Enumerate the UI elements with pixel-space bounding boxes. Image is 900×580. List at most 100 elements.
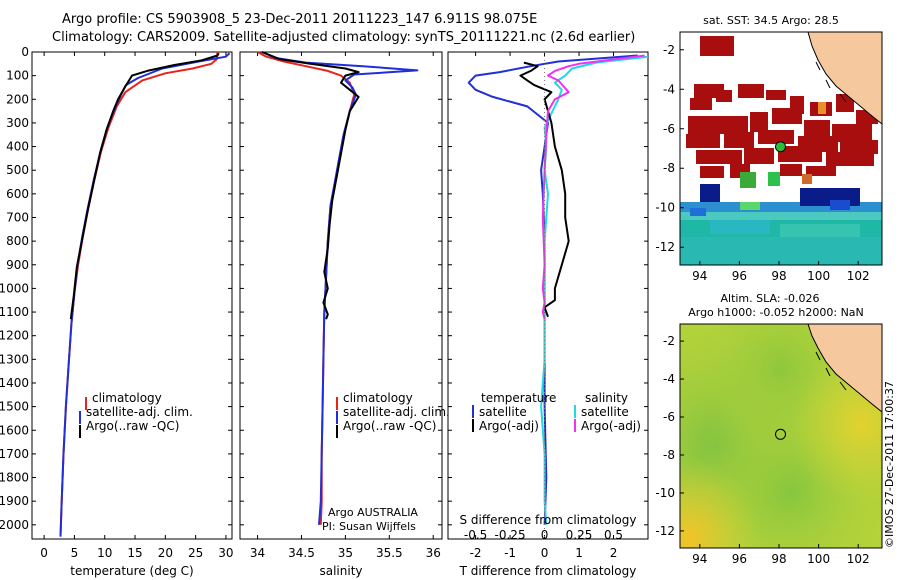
sst-cell [680, 202, 882, 212]
x-tick-label: 0 [541, 546, 549, 560]
sst-cell [690, 208, 706, 216]
legend-salinity-title: salinity [585, 391, 628, 405]
depth-tick-label: 700 [6, 210, 29, 224]
depth-axis: 0 100 200 300 400 500 600 700 800 900 1000 1100 1200… [0, 45, 232, 532]
series-line-argo-raw-qc- [69, 52, 220, 320]
legend-argo-label: Argo(..raw -QC) [343, 419, 436, 433]
depth-tick-label: 100 [6, 69, 29, 83]
temperature-x-axis: 0 5 10 15 20 25 30 [40, 52, 234, 560]
sla-map-title: Altim. SLA: -0.026 [720, 292, 819, 305]
lat-tick-label: -10 [655, 486, 675, 500]
sst-map-axes: 94 96 98 100 102 -2 -4 -6 -8 -10 -12 [655, 43, 869, 283]
sst-hot-cell [688, 116, 748, 134]
depth-tick-label: 1600 [0, 423, 29, 437]
salinity-legend: climatology satellite-adj. clim. Argo(..… [336, 391, 450, 438]
sst-cell [740, 202, 760, 210]
depth-tick-label: 900 [6, 258, 29, 272]
difference-series [467, 52, 649, 539]
s-tick-label: -0.5 [464, 528, 487, 542]
s-difference-label: S difference from climatology [460, 513, 637, 527]
sst-hot-cell [780, 164, 802, 176]
sst-hot-cell [700, 166, 724, 178]
difference-depth-ticks [448, 51, 648, 526]
sst-hot-cell [716, 90, 732, 102]
sst-cell [710, 220, 770, 234]
legend-satellite-label: satellite-adj. clim. [86, 405, 193, 419]
sst-grid-cells [680, 36, 882, 265]
s-tick-label: -0.25 [495, 528, 526, 542]
sst-cell [740, 172, 756, 188]
sst-hot-cell [696, 150, 742, 164]
depth-tick-label: 1700 [0, 447, 29, 461]
legend-climatology-label: climatology [92, 391, 162, 405]
sst-map-title: sat. SST: 34.5 Argo: 28.5 [703, 14, 839, 27]
x-tick-label: 25 [188, 546, 203, 560]
coastline-islands [815, 351, 847, 391]
sst-hot-cell [738, 84, 764, 98]
depth-tick-label: 500 [6, 163, 29, 177]
lat-tick-label: -8 [663, 448, 675, 462]
sst-hot-cell [744, 148, 774, 164]
figure-title-line2: Climatology: CARS2009. Satellite-adjuste… [52, 30, 635, 45]
depth-tick-label: 800 [6, 234, 29, 248]
sst-map-border [679, 31, 883, 266]
lat-tick-label: -2 [663, 334, 675, 348]
depth-tick-label: 400 [6, 140, 29, 154]
sla-map-frame [680, 324, 882, 548]
sst-hot-cell [836, 94, 854, 112]
sst-hot-cell [690, 98, 712, 110]
sst-hot-cell [724, 132, 754, 148]
sst-map-panel: sat. SST: 34.5 Argo: 28.5 94 96 98 100 102 -2… [655, 14, 883, 283]
depth-tick-label: 1200 [0, 329, 29, 343]
sst-warm-cell [802, 174, 812, 184]
lon-tick-label: 102 [847, 269, 870, 283]
lat-tick-label: -10 [655, 201, 675, 215]
salinity-axes-frame [239, 51, 443, 540]
sst-hot-cell [686, 134, 720, 148]
salinity-xlabel: salinity [319, 564, 362, 578]
legend-temperature-title: temperature [481, 391, 556, 405]
sst-map-frame [680, 32, 882, 265]
lat-tick-label: -2 [663, 43, 675, 57]
sst-hot-cell [758, 130, 794, 144]
x-tick-label: -2 [470, 546, 482, 560]
depth-tick-label: 1800 [0, 471, 29, 485]
depth-tick-label: 300 [6, 116, 29, 130]
x-tick-label: -1 [504, 546, 516, 560]
difference-legend: temperature salinity satellite Argo(-adj… [472, 391, 641, 433]
sst-hot-cell [766, 90, 786, 100]
lon-tick-label: 100 [807, 269, 830, 283]
sla-map-panel: Altim. SLA: -0.026 Argo h1000: -0.052 h2… [655, 292, 883, 566]
temperature-legend: climatology satellite-adj. clim. Argo(..… [79, 391, 193, 438]
sst-cell [700, 184, 720, 202]
x-tick-label: 5 [71, 546, 79, 560]
legend-t-argo-label: Argo(-adj) [479, 419, 539, 433]
temperature-xlabel: temperature (deg C) [70, 564, 193, 578]
lat-tick-label: -6 [663, 122, 675, 136]
sst-hot-cell [826, 152, 874, 166]
depth-tick-label: 600 [6, 187, 29, 201]
argo-pi-annotation: PI: Susan Wijffels [322, 520, 416, 533]
legend-t-satellite-label: satellite [479, 405, 527, 419]
series-line-t-argo-adj- [519, 61, 570, 318]
difference-panel: -2 -1 0 1 2 S difference from climatology -0… [447, 51, 649, 578]
sst-hot-cell [778, 146, 822, 162]
lon-tick-label: 102 [847, 552, 870, 566]
argo-float-marker [775, 428, 787, 440]
depth-tick-label: 1900 [0, 494, 29, 508]
t-difference-xlabel: T difference from climatology [459, 564, 637, 578]
lon-tick-label: 96 [732, 269, 747, 283]
argo-agency-annotation: Argo AUSTRALIA [328, 506, 418, 519]
series-line-argo-raw-qc- [261, 51, 360, 320]
sst-cell [768, 172, 780, 186]
lon-tick-label: 96 [732, 552, 747, 566]
x-tick-label: 10 [97, 546, 112, 560]
x-tick-label: 2 [610, 546, 618, 560]
depth-tick-label: 1100 [0, 305, 29, 319]
depth-tick-label: 1400 [0, 376, 29, 390]
sst-hot-cell [840, 140, 878, 154]
sst-hot-cell [772, 108, 802, 124]
depth-tick-label: 1500 [0, 400, 29, 414]
x-tick-label: 1 [575, 546, 583, 560]
sst-cell [780, 224, 860, 240]
